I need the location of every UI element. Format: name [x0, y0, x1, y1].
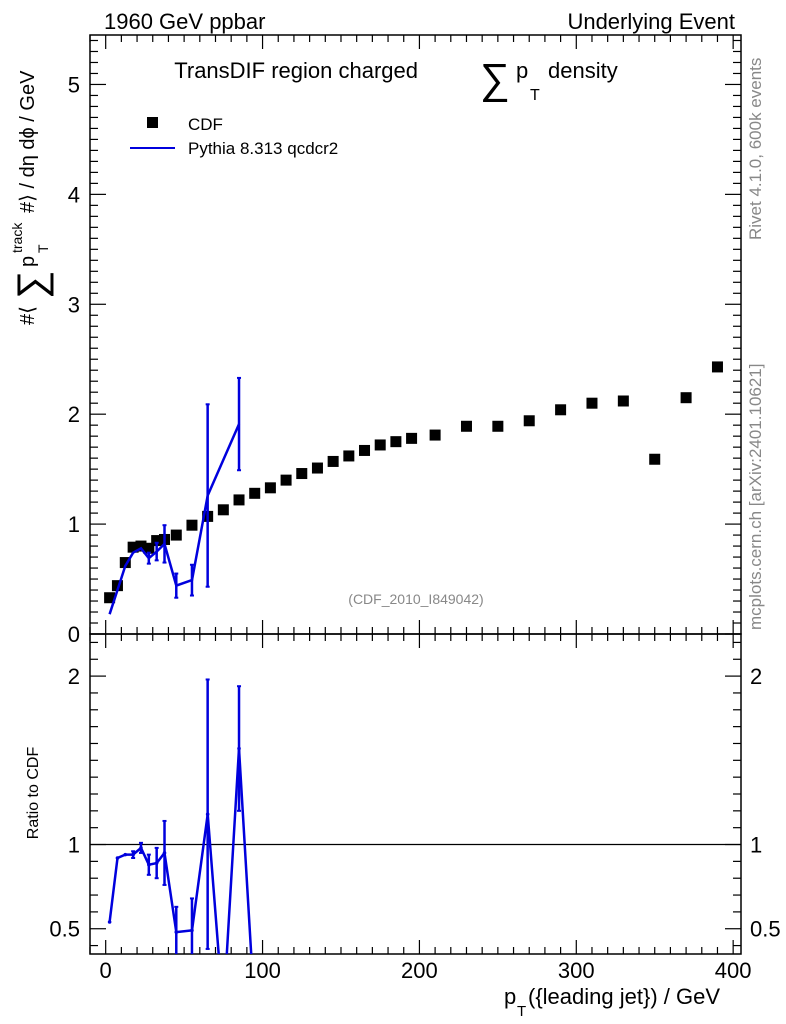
cdf-point — [680, 392, 692, 404]
header-right: Underlying Event — [567, 9, 735, 34]
ratio-point — [162, 851, 167, 855]
x-tick-label: 300 — [558, 958, 595, 983]
cdf-point — [523, 415, 535, 427]
cdf-point — [359, 444, 371, 456]
ratio-point — [139, 846, 143, 850]
cdf-point — [711, 361, 723, 373]
x-axis-label: p T ({leading jet}) / GeV — [504, 984, 720, 1020]
cdf-point — [296, 468, 308, 480]
cdf-point — [135, 540, 147, 552]
cdf-point — [492, 420, 504, 432]
main-data — [104, 361, 723, 615]
cdf-point — [111, 580, 123, 592]
rivet-label: Rivet 4.1.0, 600k events — [746, 58, 765, 240]
pythia-line — [108, 423, 241, 615]
ratio-point — [237, 746, 241, 751]
svg-text:#⟨: #⟨ — [17, 306, 39, 325]
cdf-point — [617, 395, 629, 407]
cdf-point — [249, 487, 261, 499]
svg-text:({leading jet}) / GeV: ({leading jet}) / GeV — [528, 984, 720, 1009]
axis-ticks — [89, 35, 741, 954]
cdf-point — [143, 542, 155, 554]
ratio-y-tick-label-right: 2 — [750, 664, 762, 689]
cdf-point — [233, 494, 245, 506]
ratio-series — [90, 678, 741, 954]
cdf-point — [217, 504, 229, 516]
ratio-data — [90, 678, 741, 954]
ratio-y-tick-labels: 0.5 0.5 1 1 2 2 — [49, 664, 780, 942]
x-tick-label: 200 — [401, 958, 438, 983]
cdf-point — [460, 420, 472, 432]
cdf-point — [374, 439, 386, 451]
ratio-y-tick-label-left: 0.5 — [49, 917, 80, 942]
ratio-panel-frame — [89, 633, 742, 955]
cdf-point — [127, 541, 139, 553]
svg-text:p: p — [17, 256, 39, 267]
svg-text:track: track — [9, 222, 25, 253]
x-tick-label: 400 — [715, 958, 752, 983]
main-y-axis-label: #⟨ ∑ p T track #⟩ / dη dϕ / GeV — [9, 70, 54, 325]
ratio-y-tick-label-left: 2 — [68, 664, 80, 689]
ratio-point — [115, 856, 120, 860]
cdf-point — [151, 535, 163, 547]
cdf-point — [327, 455, 339, 467]
cdf-point — [170, 529, 182, 541]
header-left: 1960 GeV ppbar — [104, 9, 265, 34]
main-title: TransDIF region charged — [174, 58, 418, 83]
x-tick-labels: 0 100 200 300 400 — [100, 958, 752, 983]
cdf-point — [586, 397, 598, 409]
main-y-tick-label: 1 — [68, 512, 80, 537]
cdf-point — [390, 436, 402, 448]
svg-text:T: T — [517, 1003, 526, 1020]
main-y-tick-label: 5 — [68, 72, 80, 97]
ratio-point — [131, 852, 135, 857]
x-tick-label: 0 — [100, 958, 112, 983]
main-title-sum: ∑ — [480, 55, 510, 102]
cdf-point — [555, 404, 567, 416]
mcplots-label: mcplots.cern.ch [arXiv:2401.10621] — [746, 364, 765, 630]
ratio-point — [154, 861, 159, 865]
ratio-line — [108, 748, 253, 954]
ratio-point — [190, 928, 194, 933]
main-title-p: p — [516, 58, 528, 83]
main-title-tail: density — [548, 58, 618, 83]
ratio-point — [123, 852, 128, 857]
ratio-point — [147, 862, 151, 867]
cdf-point — [104, 592, 116, 604]
svg-text:T: T — [35, 244, 51, 253]
main-y-tick-label: 4 — [68, 182, 80, 207]
x-tick-label: 100 — [244, 958, 281, 983]
cdf-point — [280, 474, 292, 486]
cdf-point — [406, 432, 418, 444]
cdf-point — [119, 557, 131, 569]
analysis-id: (CDF_2010_I849042) — [348, 591, 483, 607]
legend-pythia-label: Pythia 8.313 qcdcr2 — [188, 139, 338, 158]
cdf-point — [186, 519, 198, 531]
ratio-point — [107, 920, 112, 924]
ratio-y-tick-label-right: 1 — [750, 833, 762, 858]
ratio-point — [205, 812, 210, 817]
ratio-y-tick-label-right: 0.5 — [750, 917, 781, 942]
cdf-point — [311, 462, 323, 474]
cdf-point — [649, 453, 661, 465]
ratio-y-tick-label-left: 1 — [68, 833, 80, 858]
cdf-point — [429, 429, 441, 441]
ratio-point — [174, 930, 179, 934]
cdf-point — [264, 482, 276, 494]
svg-text:∑: ∑ — [10, 270, 54, 299]
svg-text:p: p — [504, 984, 516, 1009]
main-title-sub: T — [530, 87, 540, 104]
svg-text:#⟩ / dη dϕ / GeV: #⟩ / dη dϕ / GeV — [17, 70, 39, 213]
legend-cdf-label: CDF — [188, 115, 223, 134]
cdf-point — [343, 450, 355, 462]
main-y-tick-label: 0 — [68, 622, 80, 647]
main-y-tick-label: 3 — [68, 292, 80, 317]
ratio-y-axis-label: Ratio to CDF — [25, 747, 42, 840]
main-y-tick-labels: 0 1 2 3 4 5 — [68, 72, 80, 647]
main-y-tick-label: 2 — [68, 402, 80, 427]
legend-cdf-marker — [147, 117, 158, 128]
